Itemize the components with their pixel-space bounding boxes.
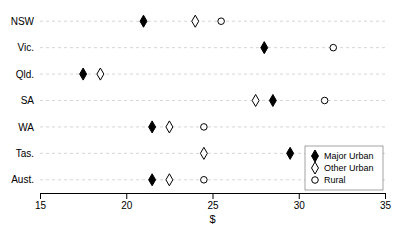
tick-label: WA bbox=[18, 122, 34, 133]
x-tick: 15 bbox=[35, 193, 47, 211]
point bbox=[80, 68, 87, 80]
chart: 15 20 25 30 35 NSW Vic. Qld. SA WA Tas. Aust. Major … bbox=[0, 0, 397, 227]
y-tick: WA bbox=[18, 122, 40, 133]
point bbox=[200, 147, 207, 159]
series bbox=[201, 18, 337, 183]
tick-label: 20 bbox=[121, 200, 133, 211]
legend-label: Major Urban bbox=[324, 151, 374, 161]
tick-label: 25 bbox=[207, 200, 219, 211]
point bbox=[166, 174, 173, 186]
legend: Major Urban Other Urban Rural bbox=[305, 146, 383, 190]
legend-symbol bbox=[312, 177, 319, 184]
tick-label: NSW bbox=[11, 16, 35, 27]
series bbox=[97, 15, 259, 186]
x-axis: 15 20 25 30 35 bbox=[35, 193, 392, 211]
legend-label: Rural bbox=[324, 175, 346, 185]
grid-line bbox=[40, 74, 385, 75]
tick-label: SA bbox=[21, 95, 35, 106]
x-tick: 35 bbox=[380, 193, 392, 211]
grid-line bbox=[40, 100, 385, 101]
series bbox=[80, 15, 294, 186]
tick-label: Aust. bbox=[11, 174, 34, 185]
point bbox=[149, 121, 156, 133]
marks bbox=[80, 15, 337, 186]
point bbox=[269, 94, 276, 106]
y-tick: Qld. bbox=[16, 69, 40, 80]
tick-mark bbox=[213, 193, 214, 199]
point bbox=[140, 15, 147, 27]
point bbox=[261, 42, 268, 54]
tick-label: 15 bbox=[35, 200, 47, 211]
point bbox=[166, 121, 173, 133]
point bbox=[218, 18, 225, 25]
axis-line bbox=[41, 194, 386, 200]
grid bbox=[40, 21, 385, 180]
point bbox=[330, 44, 337, 51]
point bbox=[97, 68, 104, 80]
tick-mark bbox=[299, 193, 300, 199]
tick-label: 30 bbox=[294, 200, 306, 211]
tick-mark bbox=[126, 193, 127, 199]
y-axis: NSW Vic. Qld. SA WA Tas. Aust. bbox=[11, 9, 41, 194]
legend-symbol bbox=[312, 150, 319, 162]
x-tick: 25 bbox=[207, 193, 219, 211]
tick-mark bbox=[40, 193, 41, 199]
y-tick: Aust. bbox=[11, 174, 40, 185]
tick-label: 35 bbox=[380, 200, 392, 211]
grid-line bbox=[40, 21, 385, 22]
y-tick: Vic. bbox=[18, 42, 41, 53]
grid-line bbox=[40, 126, 385, 127]
x-tick: 20 bbox=[121, 193, 133, 211]
axis-line bbox=[40, 9, 41, 194]
point bbox=[201, 124, 208, 131]
point bbox=[192, 15, 199, 27]
tick-label: Tas. bbox=[16, 148, 34, 159]
point bbox=[201, 176, 208, 183]
legend-box bbox=[305, 146, 383, 190]
x-tick: 30 bbox=[294, 193, 306, 211]
legend-label: Other Urban bbox=[324, 163, 374, 173]
point bbox=[321, 97, 328, 104]
point bbox=[252, 94, 259, 106]
point bbox=[149, 174, 156, 186]
point bbox=[287, 147, 294, 159]
legend-symbol bbox=[312, 162, 319, 174]
y-tick: SA bbox=[21, 95, 40, 106]
y-tick: NSW bbox=[11, 16, 40, 27]
tick-label: Qld. bbox=[16, 69, 34, 80]
plot: 15 20 25 30 35 NSW Vic. Qld. SA WA Tas. Aust. Major … bbox=[11, 9, 392, 212]
tick-mark bbox=[385, 193, 386, 199]
tick-label: Vic. bbox=[18, 42, 35, 53]
y-tick: Tas. bbox=[16, 148, 40, 159]
x-label: $ bbox=[209, 213, 215, 225]
